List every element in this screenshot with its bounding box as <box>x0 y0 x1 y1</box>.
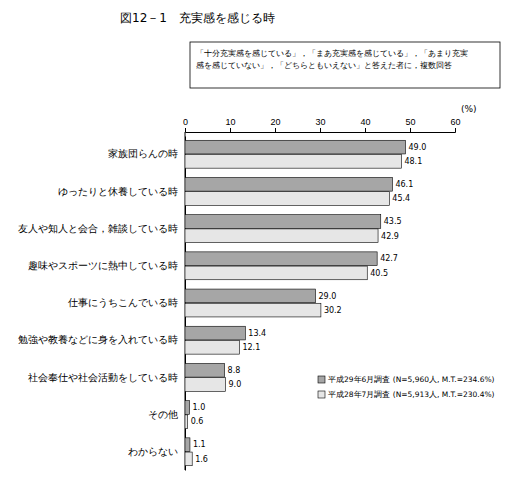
tick: 仕事にうちこんでいる時 <box>68 297 178 308</box>
tick-label: 0 <box>183 117 188 127</box>
bar <box>185 452 192 466</box>
bar <box>185 378 226 392</box>
tick-label: 20 <box>270 117 280 127</box>
tick-mark <box>320 128 321 132</box>
bar <box>185 415 188 429</box>
category-label: わからない <box>128 446 178 457</box>
bar <box>185 438 190 452</box>
category-label: 仕事にうちこんでいる時 <box>68 297 178 308</box>
data-label: 45.4 <box>392 194 410 203</box>
data-label: 42.9 <box>381 232 399 241</box>
tick: 60 <box>450 117 460 132</box>
data-label: 40.5 <box>370 269 388 278</box>
data-label: 8.8 <box>228 366 241 375</box>
subtitle: 「十分充実感を感じている」，「まあ充実感を感じている」，「あまり充実感を感じてい… <box>196 49 468 70</box>
tick-mark <box>185 128 186 132</box>
bar <box>185 140 406 154</box>
chart: 図12－1 充実感を感じる時「十分充実感を感じている」，「まあ充実感を感じている… <box>0 0 520 480</box>
tick: その他 <box>148 409 178 420</box>
bar <box>185 289 316 303</box>
tick-mark <box>365 128 366 132</box>
tick-label: 10 <box>225 117 235 127</box>
tick: 趣味やスポーツに熱中している時 <box>28 260 178 271</box>
data-labels: 49.0 46.1 43.5 42.7 29.0 13.4 8.8 1.0 1.1 48.1 45.… <box>191 143 427 464</box>
bar <box>185 401 190 415</box>
legend-label: 平成29年6月調査 (N=5,960人, M.T.=234.6%) <box>328 375 495 384</box>
tick: わからない <box>128 446 178 457</box>
tick-mark <box>455 128 456 132</box>
bar <box>185 229 378 243</box>
bar <box>185 192 389 206</box>
tick: 0 <box>183 117 188 132</box>
bars <box>185 140 406 465</box>
data-label: 43.5 <box>384 217 402 226</box>
bar <box>185 266 367 280</box>
tick-mark <box>410 128 411 132</box>
legend-item: 平成28年7月調査 (N=5,913人, M.T.=230.4%) <box>318 390 495 399</box>
bar <box>185 303 321 317</box>
tick: 社会奉仕や社会活動をしている時 <box>28 372 178 383</box>
data-label: 46.1 <box>395 180 413 189</box>
tick: 30 <box>315 117 325 132</box>
data-label: 12.1 <box>242 343 260 352</box>
legend-item: 平成29年6月調査 (N=5,960人, M.T.=234.6%) <box>318 375 495 384</box>
bar <box>185 326 245 340</box>
tick-mark <box>230 128 231 132</box>
data-label: 29.0 <box>319 292 337 301</box>
category-label: 友人や知人と会合，雑談している時 <box>18 223 178 234</box>
data-label: 48.1 <box>404 157 422 166</box>
axis-title: (%) <box>461 104 477 114</box>
tick: 友人や知人と会合，雑談している時 <box>18 223 178 234</box>
note-box <box>190 42 500 88</box>
tick: 家族団らんの時 <box>108 148 178 159</box>
bar <box>185 155 401 169</box>
data-label: 30.2 <box>324 306 342 315</box>
tick: ゆったりと休養している時 <box>58 186 178 197</box>
y-axis: 家族団らんの時ゆったりと休養している時友人や知人と会合，雑談している時趣味やスポ… <box>18 137 186 471</box>
legend-swatch <box>318 391 325 398</box>
data-label: 1.1 <box>193 440 206 449</box>
data-label: 49.0 <box>409 143 427 152</box>
bar <box>185 363 225 377</box>
x-axis: 0 10 20 30 40 50 60 <box>183 117 461 133</box>
legend-label: 平成28年7月調査 (N=5,913人, M.T.=230.4%) <box>328 390 495 399</box>
data-label: 0.6 <box>191 417 204 426</box>
category-label: 趣味やスポーツに熱中している時 <box>28 260 178 271</box>
tick-label: 40 <box>360 117 370 127</box>
tick: 50 <box>405 117 415 132</box>
bar <box>185 215 381 229</box>
axis-line <box>186 128 456 133</box>
tick: 20 <box>270 117 280 132</box>
tick: 10 <box>225 117 235 132</box>
bar <box>185 252 377 266</box>
category-label: 家族団らんの時 <box>108 148 178 159</box>
tick-label: 60 <box>450 117 460 127</box>
bar <box>185 177 392 191</box>
data-label: 1.0 <box>193 403 206 412</box>
data-label: 42.7 <box>380 254 398 263</box>
tick: 勉強や教養などに身を入れている時 <box>18 334 178 345</box>
tick-mark <box>275 128 276 132</box>
category-label: その他 <box>148 409 178 420</box>
category-label: 社会奉仕や社会活動をしている時 <box>28 372 178 383</box>
tick-label: 50 <box>405 117 415 127</box>
data-label: 13.4 <box>248 329 266 338</box>
category-label: 勉強や教養などに身を入れている時 <box>18 334 178 345</box>
tick-label: 30 <box>315 117 325 127</box>
bar <box>185 340 239 354</box>
category-label: ゆったりと休養している時 <box>58 186 178 197</box>
data-label: 1.6 <box>195 455 208 464</box>
legend: 平成29年6月調査 (N=5,960人, M.T.=234.6%) 平成28年7月… <box>318 375 495 399</box>
title: 図12－1 充実感を感じる時 <box>120 11 275 25</box>
tick: 40 <box>360 117 370 132</box>
data-label: 9.0 <box>229 380 242 389</box>
legend-swatch <box>318 376 325 383</box>
